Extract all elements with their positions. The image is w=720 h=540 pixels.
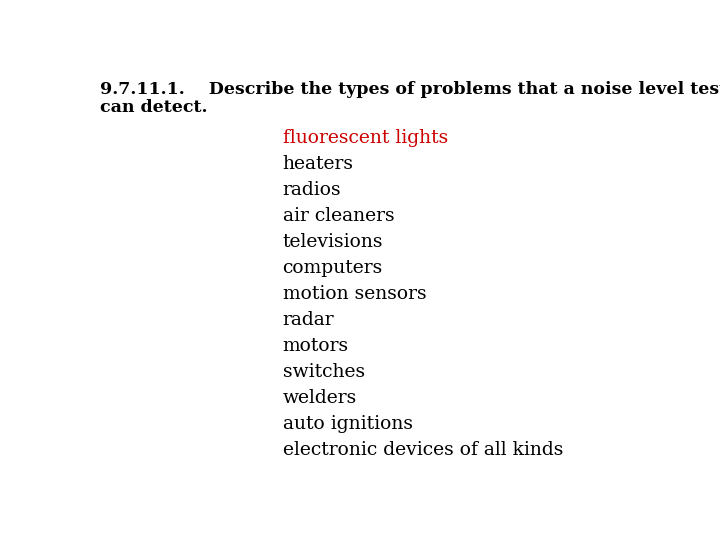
- Text: auto ignitions: auto ignitions: [282, 415, 413, 433]
- Text: electronic devices of all kinds: electronic devices of all kinds: [282, 441, 563, 459]
- Text: heaters: heaters: [282, 155, 354, 173]
- Text: radar: radar: [282, 311, 334, 329]
- Text: air cleaners: air cleaners: [282, 207, 394, 225]
- Text: fluorescent lights: fluorescent lights: [282, 129, 448, 147]
- Text: 9.7.11.1.    Describe the types of problems that a noise level test: 9.7.11.1. Describe the types of problems…: [100, 80, 720, 98]
- Text: radios: radios: [282, 181, 341, 199]
- Text: welders: welders: [282, 389, 357, 407]
- Text: switches: switches: [282, 363, 364, 381]
- Text: computers: computers: [282, 259, 383, 277]
- Text: can detect.: can detect.: [100, 99, 207, 116]
- Text: motors: motors: [282, 337, 348, 355]
- Text: motion sensors: motion sensors: [282, 285, 426, 303]
- Text: televisions: televisions: [282, 233, 383, 251]
